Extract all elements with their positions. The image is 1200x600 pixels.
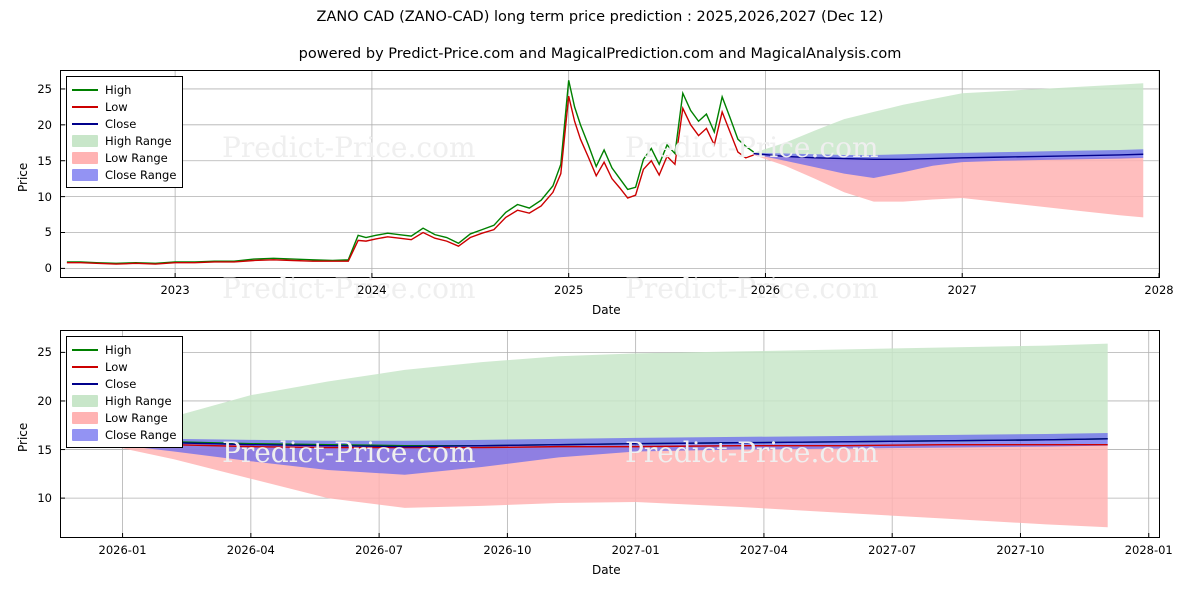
- band-high-range: [753, 83, 1144, 159]
- y-tick-label: 15: [37, 442, 52, 457]
- y-tick-label: 25: [37, 81, 52, 96]
- legend-label: Close Range: [105, 167, 177, 182]
- x-tick-label: 2023: [160, 283, 190, 297]
- legend-swatch-icon: [72, 378, 98, 390]
- legend-swatch-icon: [72, 344, 98, 356]
- band-close-range: [91, 433, 1108, 475]
- legend-swatch-icon: [72, 411, 98, 424]
- y-tick-label: 5: [44, 225, 52, 240]
- series-line-high: [66, 80, 755, 265]
- y-tick-label: 20: [37, 393, 52, 408]
- legend-swatch-icon: [72, 394, 98, 407]
- page-title: ZANO CAD (ZANO-CAD) long term price pred…: [316, 9, 884, 25]
- y-axis-label-bottom: Price: [16, 422, 30, 452]
- legend-label: High: [105, 82, 132, 97]
- band-high-range: [91, 343, 1108, 446]
- legend-label: Close: [105, 376, 137, 391]
- chart-panel-top: [60, 70, 1160, 278]
- legend-top: High Low Close High Range Low Range Close Ran…: [66, 76, 184, 188]
- x-tick-label: 2027-04: [739, 543, 788, 557]
- x-tick-label: 2026-01: [98, 543, 147, 557]
- legend-swatch-icon: [72, 118, 98, 130]
- legend-swatch-icon: [72, 134, 98, 147]
- x-tick-label: 2027-01: [611, 543, 660, 557]
- y-axis-label-top: Price: [16, 162, 30, 192]
- legend-label: Low: [105, 359, 128, 374]
- legend-item-close: Close: [72, 115, 176, 132]
- legend-item-close: Close: [72, 375, 176, 392]
- legend-item-low-range: Low Range: [72, 409, 176, 426]
- x-tick-label: 2026-04: [226, 543, 275, 557]
- x-tick-label: 2028-01: [1124, 543, 1173, 557]
- y-tick-label: 20: [37, 117, 52, 132]
- x-tick-label: 2025: [554, 283, 584, 297]
- legend-label: Close: [105, 116, 137, 131]
- plot-area-bottom: [61, 331, 1159, 537]
- x-axis-label-bottom: Date: [592, 563, 621, 577]
- plot-area-top: [61, 71, 1159, 277]
- legend-swatch-icon: [72, 168, 98, 181]
- legend-item-low: Low: [72, 358, 176, 375]
- legend-swatch-icon: [72, 101, 98, 113]
- legend-label: Low: [105, 99, 128, 114]
- x-tick-label: 2026-10: [483, 543, 532, 557]
- page-subtitle: powered by Predict-Price.com and Magical…: [298, 46, 902, 62]
- legend-item-close-range: Close Range: [72, 166, 176, 183]
- series-line-low: [91, 440, 1108, 449]
- y-tick-label: 10: [37, 491, 52, 506]
- legend-swatch-icon: [72, 428, 98, 441]
- legend-label: High Range: [105, 393, 172, 408]
- x-tick-label: 2027-07: [868, 543, 917, 557]
- series-line-close: [91, 438, 1108, 448]
- legend-item-high-range: High Range: [72, 392, 176, 409]
- legend-label: High Range: [105, 133, 172, 148]
- x-axis-label-top: Date: [592, 303, 621, 317]
- y-tick-label: 0: [44, 261, 52, 276]
- legend-item-low: Low: [72, 98, 176, 115]
- legend-label: High: [105, 342, 132, 357]
- legend-item-close-range: Close Range: [72, 426, 176, 443]
- x-tick-label: 2028: [1144, 283, 1174, 297]
- x-tick-label: 2027-10: [996, 543, 1045, 557]
- legend-label: Close Range: [105, 427, 177, 442]
- legend-swatch-icon: [72, 84, 98, 96]
- legend-item-high: High: [72, 341, 176, 358]
- legend-label: Low Range: [105, 150, 168, 165]
- y-tick-label: 25: [37, 345, 52, 360]
- legend-label: Low Range: [105, 410, 168, 425]
- series-line-close: [753, 152, 1144, 160]
- legend-swatch-icon: [72, 151, 98, 164]
- legend-item-high: High: [72, 81, 176, 98]
- x-tick-label: 2024: [357, 283, 387, 297]
- legend-bottom: High Low Close High Range Low Range Close Ran…: [66, 336, 184, 448]
- y-tick-label: 15: [37, 153, 52, 168]
- x-tick-label: 2026-07: [355, 543, 404, 557]
- x-tick-label: 2027: [947, 283, 977, 297]
- x-tick-label: 2026: [750, 283, 781, 297]
- series-line-low: [66, 95, 754, 265]
- legend-item-high-range: High Range: [72, 132, 176, 149]
- y-tick-label: 10: [37, 189, 52, 204]
- legend-item-low-range: Low Range: [72, 149, 176, 166]
- legend-swatch-icon: [72, 361, 98, 373]
- chart-panel-bottom: [60, 330, 1160, 538]
